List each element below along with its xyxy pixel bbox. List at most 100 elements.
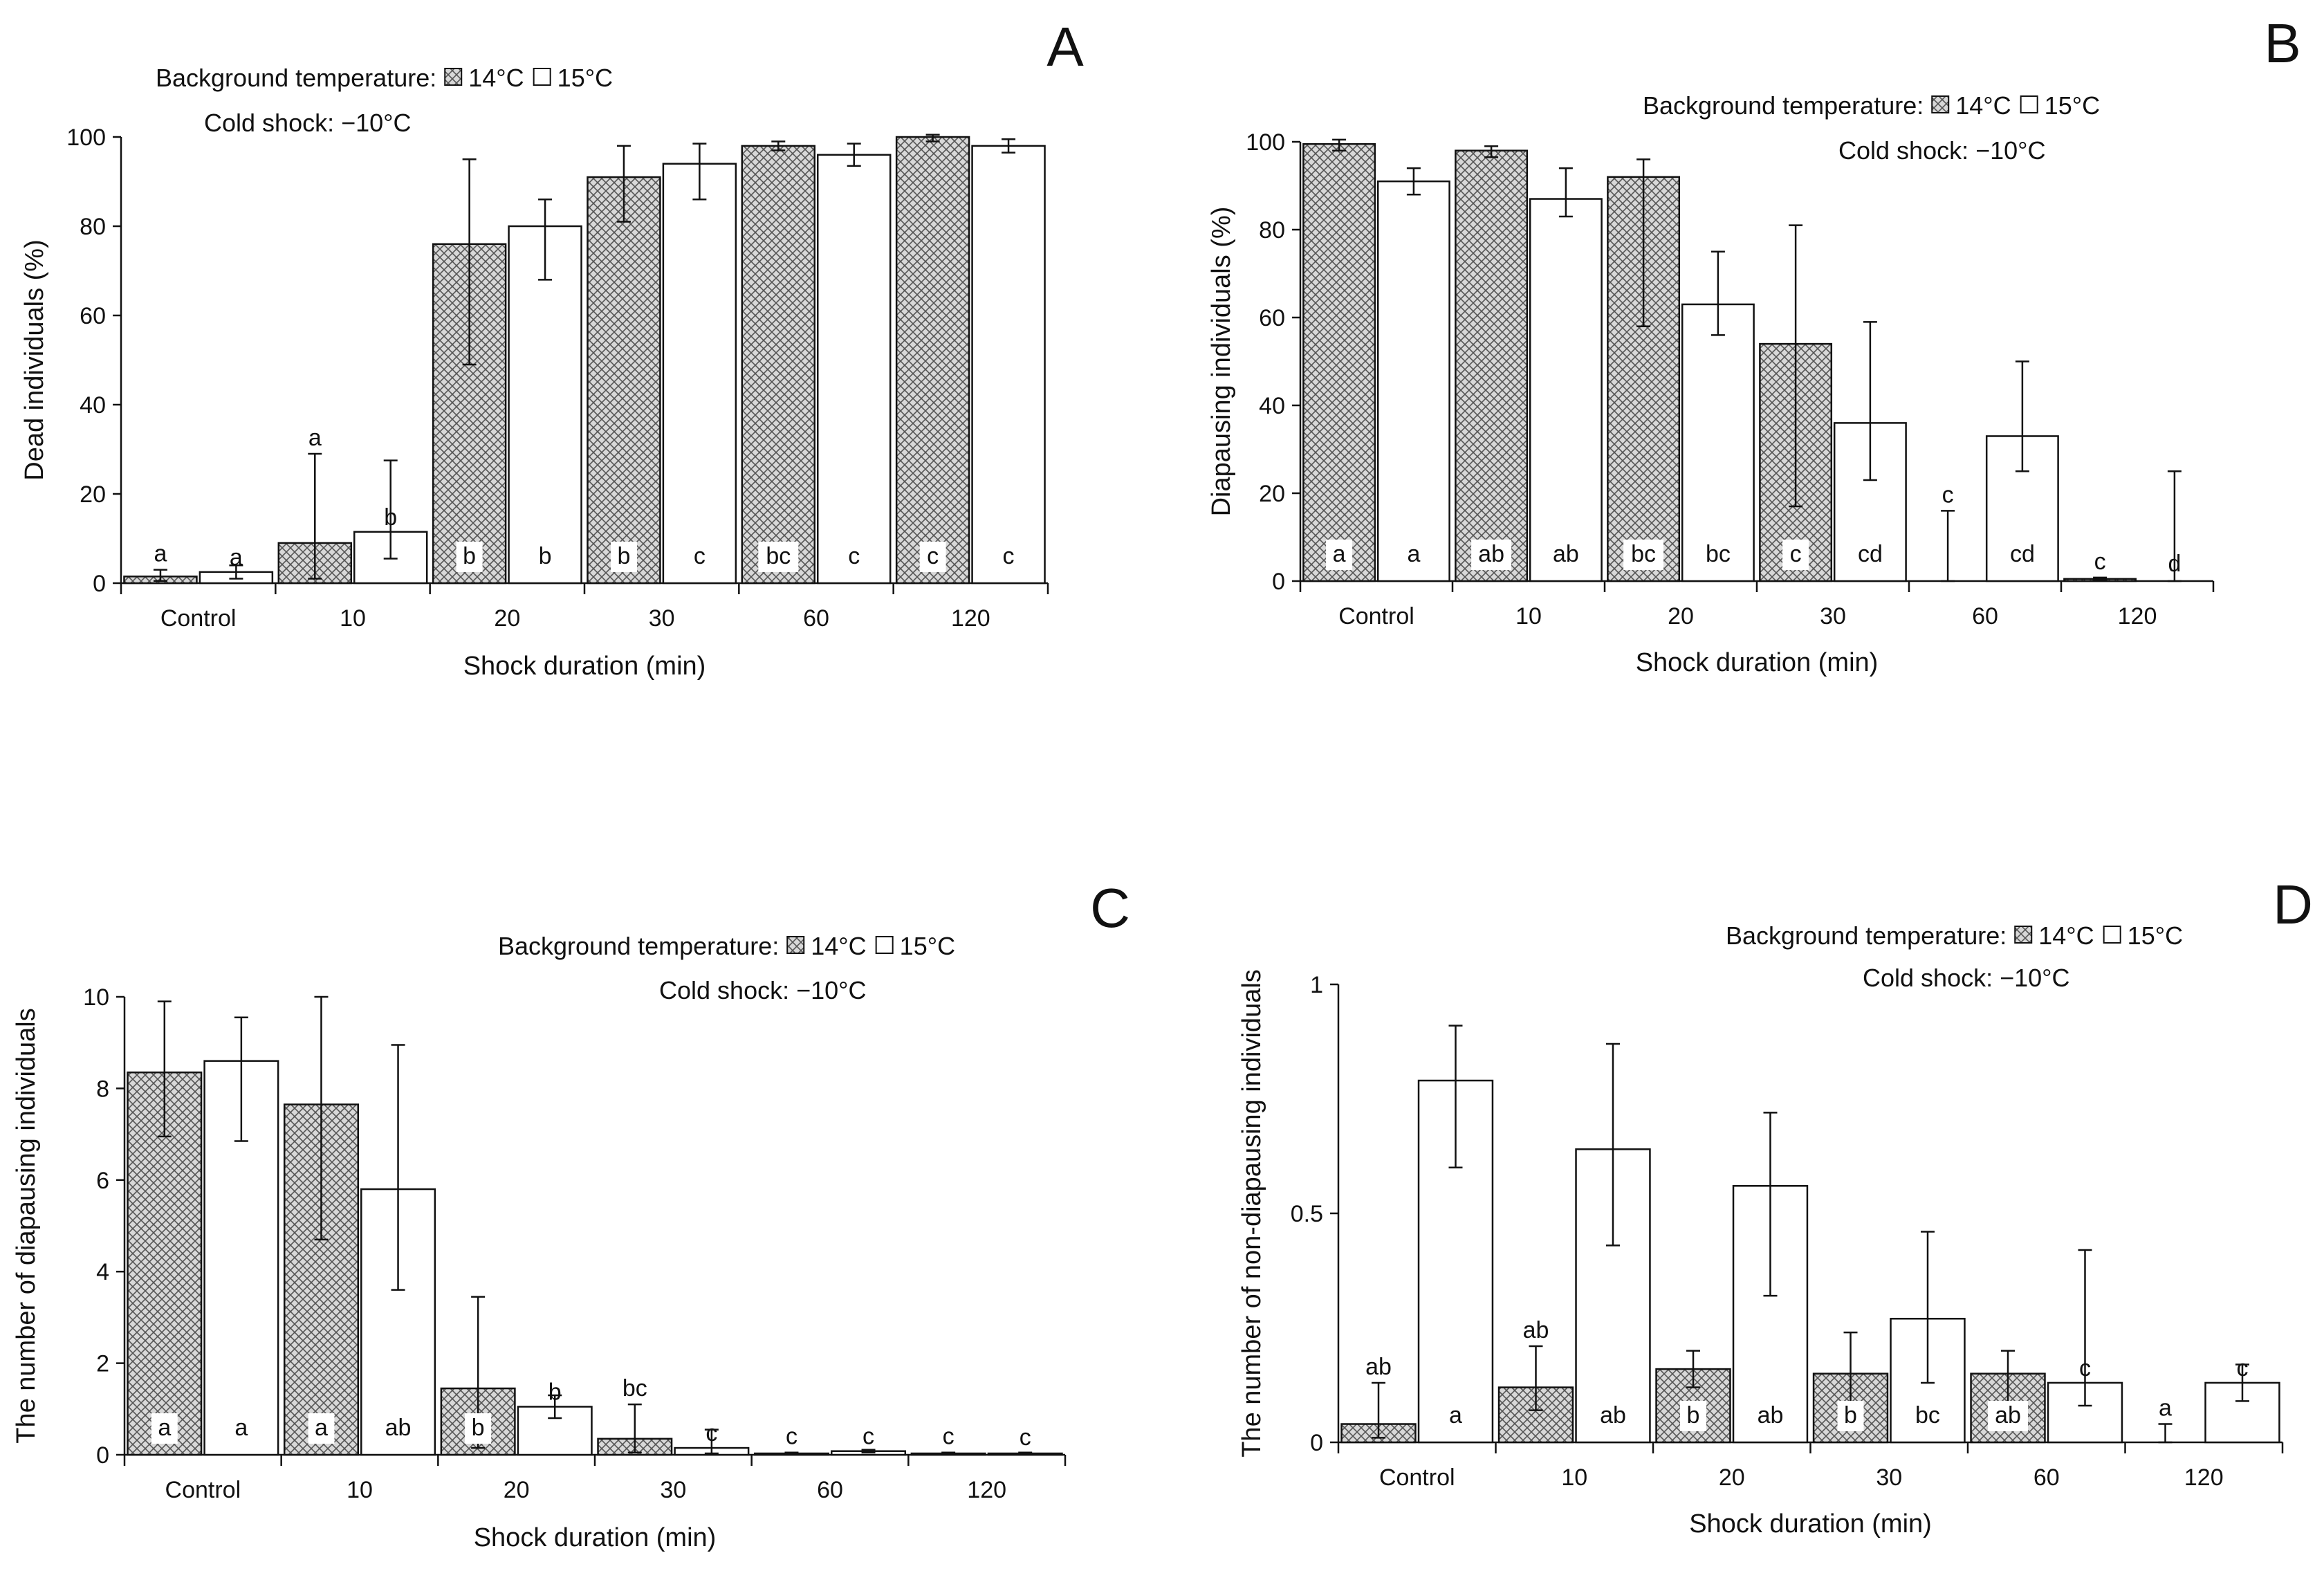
significance-letter: c <box>2094 549 2106 575</box>
significance-letter: c <box>786 1424 797 1450</box>
legend-swatch-14c <box>786 936 805 954</box>
y-tick-label: 80 <box>1259 217 1285 244</box>
letter-bg <box>456 542 483 572</box>
y-axis-title: The number of diapausing individuals <box>12 1008 41 1444</box>
y-axis-title: Diapausing individuals (%) <box>1207 207 1236 517</box>
y-tick-label: 10 <box>83 984 109 1011</box>
panel-letter: A <box>1046 16 1084 77</box>
letter-bg <box>1623 540 1664 570</box>
bar-14c <box>741 145 816 585</box>
significance-letter: a <box>1449 1402 1462 1428</box>
significance-letter: c <box>2236 1355 2248 1381</box>
y-tick-label: 0.5 <box>1291 1201 1323 1227</box>
y-tick-label: 0 <box>1310 1430 1323 1456</box>
significance-letter: bc <box>1915 1402 1940 1428</box>
y-tick-label: 20 <box>80 481 106 508</box>
significance-letter: b <box>472 1415 485 1441</box>
significance-letter: d <box>2168 551 2181 577</box>
letter-bg <box>919 542 946 572</box>
significance-letter: a <box>315 1415 328 1441</box>
panel-letter: B <box>2264 12 2300 74</box>
legend-title: Background temperature: <box>498 932 779 960</box>
x-axis-title: Shock duration (min) <box>474 1523 717 1552</box>
significance-letter: c <box>706 1420 717 1446</box>
x-tick-label: 120 <box>2118 603 2157 630</box>
bar-14c <box>587 176 661 585</box>
y-tick-label: 60 <box>1259 305 1285 331</box>
x-axis-title: Shock duration (min) <box>1689 1509 1932 1538</box>
x-tick-label: 10 <box>1515 603 1542 630</box>
significance-letter: ab <box>1758 1402 1784 1428</box>
significance-letter: cd <box>1858 541 1883 567</box>
significance-letter: cd <box>2010 541 2035 567</box>
x-tick-label: 60 <box>817 1477 843 1503</box>
legend-cold-shock: Cold shock: −10°C <box>659 976 867 1004</box>
significance-letter: b <box>548 1379 562 1405</box>
significance-letter: b <box>463 543 476 569</box>
legend-label-15c: 15°C <box>2045 91 2100 120</box>
x-tick-label: 120 <box>951 605 990 632</box>
significance-letter: bc <box>766 543 791 569</box>
bar-15c <box>816 154 892 585</box>
significance-letter: c <box>848 543 860 569</box>
chart-panel-b: B 0 20 40 60 80 100 Control 10 20 30 60 120 a ab bc c c c a… <box>1207 12 2301 677</box>
y-tick-label: 6 <box>96 1168 109 1194</box>
letter-bg <box>1988 1401 2029 1431</box>
bar-15c <box>1681 303 1755 582</box>
significance-letter: bc <box>622 1375 647 1402</box>
y-axis-title: The number of non-diapausing individuals <box>1237 969 1266 1458</box>
significance-letter: ab <box>385 1415 412 1441</box>
significance-letter: b <box>1844 1402 1857 1428</box>
significance-letter: a <box>1407 541 1420 567</box>
significance-letter: b <box>1687 1402 1700 1428</box>
significance-letter: ab <box>1553 541 1579 567</box>
legend-swatch-15c <box>2103 926 2121 944</box>
letter-bg <box>1782 540 1809 570</box>
legend-swatch-15c <box>533 68 551 86</box>
y-axis-title: Dead individuals (%) <box>20 239 49 481</box>
x-tick-label: 120 <box>967 1477 1006 1503</box>
letter-bg <box>610 542 637 572</box>
bar-15c <box>971 145 1046 585</box>
y-tick-label: 2 <box>96 1351 109 1377</box>
y-tick-label: 80 <box>80 214 106 240</box>
legend: Background temperature: 14°C 15°C Cold shoc… <box>1726 921 2183 992</box>
significance-letter: a <box>158 1415 171 1441</box>
significance-letter: ab <box>1365 1354 1392 1380</box>
bar-14c <box>1455 149 1529 582</box>
letter-bg <box>151 1413 178 1444</box>
legend-title: Background temperature: <box>1643 91 1924 120</box>
significance-letter: a <box>308 425 322 451</box>
y-tick-label: 60 <box>80 303 106 329</box>
legend-swatch-15c <box>875 936 894 954</box>
significance-letter: ab <box>1478 541 1504 567</box>
y-tick-label: 0 <box>1272 569 1285 595</box>
significance-letter: a <box>2159 1395 2172 1422</box>
bar-15c <box>1732 1185 1809 1444</box>
significance-letter: c <box>694 543 706 569</box>
panel-letter: D <box>2273 874 2313 935</box>
letter-bg <box>1680 1401 1707 1431</box>
legend-swatch-14c <box>1931 95 1950 113</box>
x-tick-label: 60 <box>2034 1464 2060 1491</box>
x-tick-label: Control <box>160 605 237 632</box>
x-tick-label: 30 <box>1820 603 1846 630</box>
significance-letter: c <box>2079 1355 2091 1381</box>
x-tick-label: 30 <box>649 605 675 632</box>
letter-bg <box>465 1413 492 1444</box>
legend-label-15c: 15°C <box>2128 921 2183 950</box>
bar-14c <box>895 136 970 585</box>
x-tick-label: 30 <box>1876 1464 1902 1491</box>
x-tick-label: 20 <box>1668 603 1694 630</box>
legend-cold-shock: Cold shock: −10°C <box>1838 136 2046 165</box>
significance-letter: bc <box>1631 541 1656 567</box>
y-tick-label: 8 <box>96 1076 109 1102</box>
letter-bg <box>1326 540 1353 570</box>
significance-letter: c <box>1020 1424 1031 1451</box>
legend-swatch-14c <box>2014 926 2033 944</box>
bar-15c <box>662 163 737 585</box>
letter-bg <box>1471 540 1512 570</box>
legend-cold-shock: Cold shock: −10°C <box>1863 964 2070 992</box>
significance-letter: c <box>1942 481 1954 508</box>
